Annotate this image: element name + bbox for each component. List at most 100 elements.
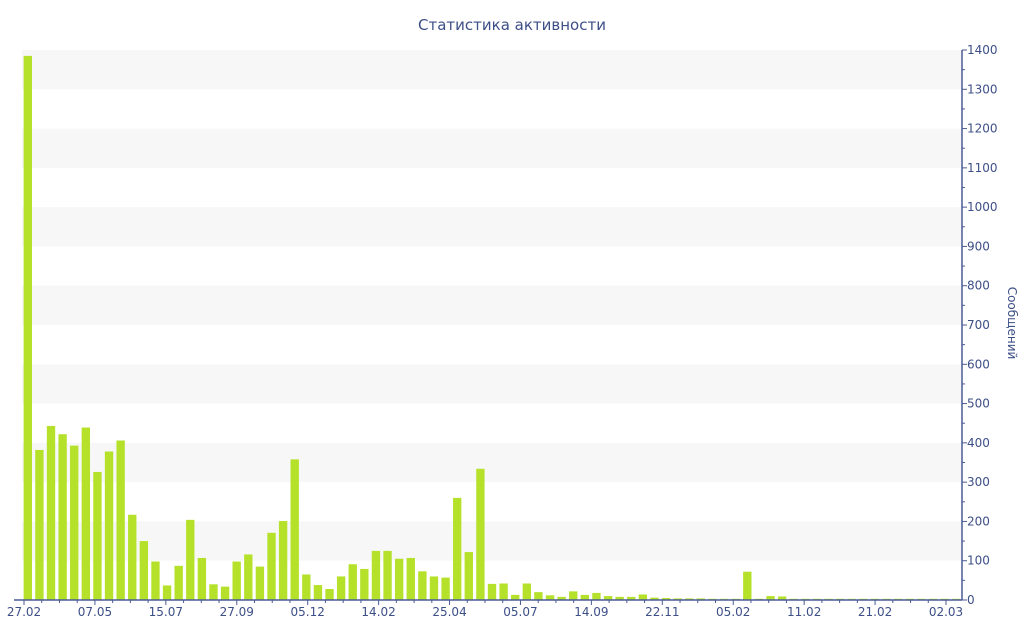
bar <box>278 521 288 600</box>
bar <box>162 585 172 600</box>
y-tick-label: 600 <box>967 357 990 371</box>
bar <box>336 576 346 600</box>
bar <box>464 552 473 600</box>
x-tick-label: 14.09 <box>574 605 608 619</box>
x-tick-label: 11.02 <box>787 605 821 619</box>
x-tick-label: 25.04 <box>432 605 466 619</box>
bar <box>499 583 508 600</box>
bar <box>696 598 706 600</box>
x-tick-label: 05.02 <box>716 605 750 619</box>
bar <box>650 597 659 600</box>
bar <box>325 589 334 600</box>
bar <box>116 440 125 600</box>
x-tick-label: 07.05 <box>78 605 112 619</box>
bar <box>46 425 56 600</box>
bar <box>93 471 102 600</box>
grid-band <box>22 207 962 247</box>
bar <box>174 565 183 600</box>
bar <box>615 596 624 600</box>
bar <box>777 596 787 600</box>
bar <box>441 577 450 600</box>
x-tick-label: 02.03 <box>929 605 963 619</box>
bar <box>406 557 415 600</box>
x-tick-label: 27.09 <box>220 605 254 619</box>
y-tick-label: 900 <box>967 239 990 253</box>
bar <box>23 55 32 600</box>
bar <box>569 591 578 600</box>
grid-band <box>22 128 962 168</box>
grid-bands <box>22 50 962 561</box>
grid-band <box>22 442 962 483</box>
y-tick-label: 700 <box>967 318 990 332</box>
bar <box>302 574 311 600</box>
y-tick-label: 500 <box>967 397 990 411</box>
grid-band <box>22 521 962 561</box>
bar <box>371 550 381 600</box>
bar <box>766 596 775 600</box>
bar <box>290 459 299 600</box>
bar <box>255 566 265 600</box>
bar <box>139 541 149 600</box>
bar <box>627 596 636 600</box>
bar <box>232 561 241 600</box>
bar <box>244 554 253 600</box>
x-tick-label: 14.02 <box>361 605 395 619</box>
bar <box>429 576 439 600</box>
bar <box>209 584 218 600</box>
x-tick-label: 05.12 <box>291 605 325 619</box>
bar <box>580 594 590 600</box>
bar <box>104 451 114 600</box>
x-tick-label: 27.02 <box>7 605 41 619</box>
y-tick-label: 1000 <box>967 200 998 214</box>
x-axis-ticks: 27.02 07.05 15.07 27.09 05.12 14.02 25.04 05.07… <box>7 600 963 619</box>
bar <box>557 596 566 600</box>
grid-band <box>22 285 962 325</box>
y-axis-label: Сообщений <box>1005 287 1019 360</box>
bar <box>418 571 427 600</box>
bar <box>545 595 555 600</box>
y-tick-label: 1200 <box>967 122 998 136</box>
bar <box>603 596 613 600</box>
bar <box>313 585 323 600</box>
bar <box>522 583 531 600</box>
bar <box>35 449 44 600</box>
bar <box>638 594 648 600</box>
bar <box>348 564 357 600</box>
x-tick-label: 22.11 <box>645 605 679 619</box>
bar <box>70 445 79 600</box>
y-tick-label: 1400 <box>967 43 998 57</box>
y-tick-label: 0 <box>967 593 975 607</box>
bar <box>685 598 694 600</box>
bar <box>197 557 207 600</box>
bar <box>534 592 543 600</box>
bar <box>476 468 485 600</box>
bar <box>186 519 195 600</box>
bar <box>220 586 230 600</box>
grid-band <box>22 364 962 404</box>
y-tick-label: 400 <box>967 436 990 450</box>
bar <box>360 568 369 600</box>
y-tick-label: 1300 <box>967 82 998 96</box>
y-tick-label: 100 <box>967 554 990 568</box>
bar <box>394 558 404 600</box>
chart-title: Статистика активности <box>418 16 606 34</box>
grid-band <box>22 50 962 90</box>
bar <box>592 592 601 600</box>
y-tick-label: 300 <box>967 475 990 489</box>
bar <box>128 514 137 600</box>
x-tick-label: 05.07 <box>503 605 537 619</box>
bar <box>673 598 682 600</box>
bar <box>743 571 752 600</box>
x-tick-label: 21.02 <box>858 605 892 619</box>
bar <box>487 583 497 600</box>
x-tick-label: 15.07 <box>149 605 183 619</box>
bar <box>383 550 392 600</box>
bar <box>58 434 67 600</box>
y-axis-ticks: 0 100 200 300 400 500 600 700 800 900 1000 1100 1200… <box>962 43 998 607</box>
bar <box>81 427 91 600</box>
bar <box>511 594 520 600</box>
bar <box>453 497 462 600</box>
bar <box>267 532 276 600</box>
y-tick-label: 200 <box>967 514 990 528</box>
